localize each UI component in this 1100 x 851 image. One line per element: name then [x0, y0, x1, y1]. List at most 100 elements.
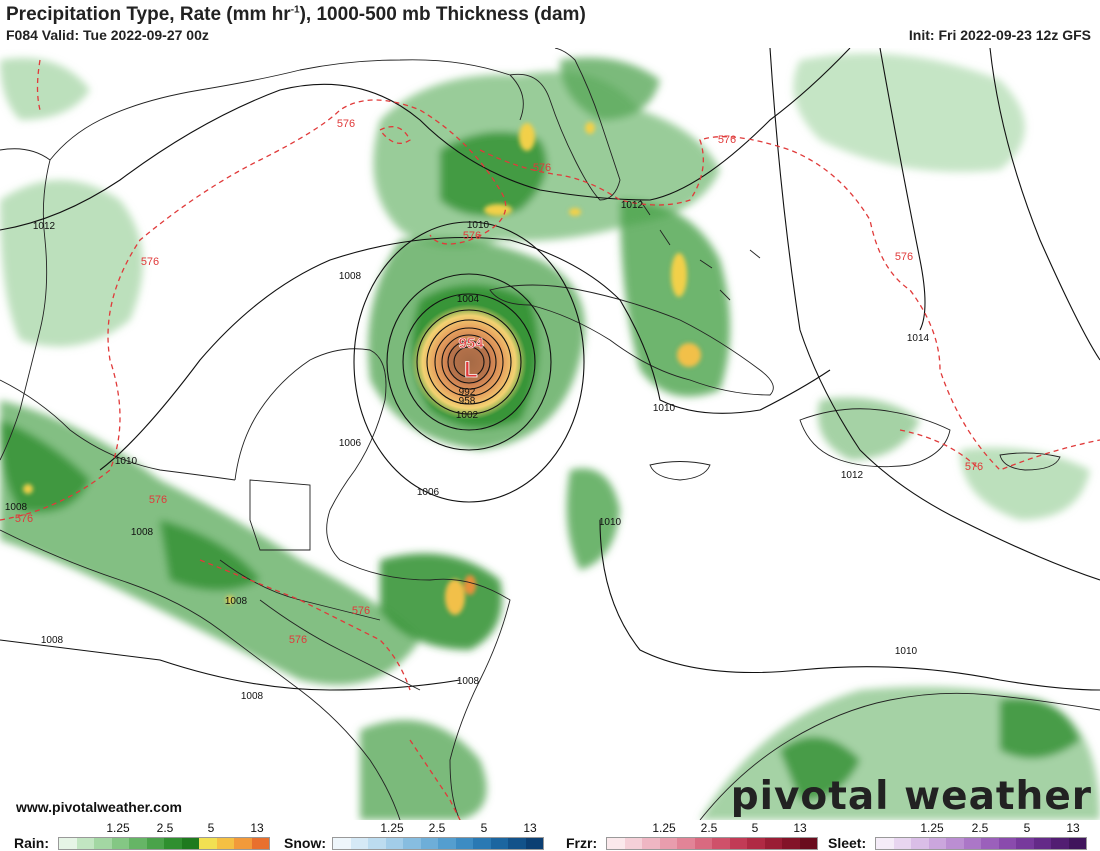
svg-text:1012: 1012	[33, 221, 56, 232]
legend-snow-tick: 13	[523, 821, 537, 835]
hurricane-core	[411, 304, 527, 420]
heavy-rain-cells	[23, 122, 701, 615]
svg-text:992: 992	[459, 387, 476, 398]
svg-text:1010: 1010	[895, 646, 918, 657]
svg-text:1008: 1008	[339, 271, 362, 282]
svg-text:576: 576	[533, 162, 551, 174]
legend-swatch	[251, 838, 269, 849]
thickness-576	[0, 59, 1100, 820]
legend-frzr-tick: 5	[751, 821, 759, 835]
legend-sleet-tick: 13	[1066, 821, 1080, 835]
legend-snow-tick: 1.25	[380, 821, 404, 835]
legend-swatch	[403, 838, 421, 849]
legend-swatch	[946, 838, 964, 849]
weather-map: 1012 1010 1012 1008 1006 1006 1010 1008 …	[0, 48, 1100, 820]
legend-swatch	[368, 838, 386, 849]
coastlines	[0, 48, 1100, 820]
legend-swatch	[129, 838, 147, 849]
legend-swatch	[712, 838, 730, 849]
map-title: Precipitation Type, Rate (mm hr-1), 1000…	[6, 4, 586, 25]
legend-swatch	[747, 838, 765, 849]
svg-text:1008: 1008	[225, 596, 248, 607]
legend-swatch	[799, 838, 817, 849]
legend-frzr-label: Frzr:	[566, 835, 598, 851]
legend-swatch	[181, 838, 199, 849]
init-time: Init: Fri 2022-09-23 12z GFS	[908, 27, 1091, 43]
legend-sleet-tick: 1.25	[920, 821, 944, 835]
legend-swatch	[729, 838, 747, 849]
legend-sleet-bar	[875, 837, 1087, 850]
legend-swatch	[642, 838, 660, 849]
legend-swatch	[508, 838, 526, 849]
legend-swatch	[146, 838, 164, 849]
legend-swatch	[764, 838, 782, 849]
legend-swatch	[333, 838, 351, 849]
svg-text:576: 576	[15, 513, 33, 525]
svg-text:1014: 1014	[907, 333, 930, 344]
legend-swatch	[677, 838, 695, 849]
legend-swatch	[59, 838, 77, 849]
svg-text:1012: 1012	[621, 200, 644, 211]
legend-rain-bar	[58, 837, 270, 850]
map-header: Precipitation Type, Rate (mm hr-1), 1000…	[0, 0, 1100, 50]
svg-text:576: 576	[965, 461, 983, 473]
legend-swatch	[876, 838, 894, 849]
legend-swatch	[1051, 838, 1069, 849]
svg-text:958: 958	[459, 396, 476, 407]
legend-swatch	[216, 838, 234, 849]
legend-swatch	[234, 838, 252, 849]
svg-text:1012: 1012	[841, 470, 864, 481]
legend-swatch	[199, 838, 217, 849]
svg-text:1006: 1006	[417, 487, 440, 498]
svg-text:1010: 1010	[653, 403, 676, 414]
isobars	[0, 48, 1100, 691]
legend-sleet-tick: 2.5	[971, 821, 989, 835]
svg-text:1008: 1008	[41, 635, 64, 646]
legend-rain-tick: 2.5	[156, 821, 174, 835]
legend-frzr-bar	[606, 837, 818, 850]
svg-text:1008: 1008	[131, 527, 154, 538]
legend-rain-label: Rain:	[14, 835, 49, 851]
svg-text:576: 576	[149, 494, 167, 506]
svg-text:576: 576	[463, 230, 481, 242]
svg-text:576: 576	[718, 134, 736, 146]
legend-frzr-tick: 2.5	[700, 821, 718, 835]
legend-swatch	[111, 838, 129, 849]
legend-swatch	[694, 838, 712, 849]
legend-swatch	[607, 838, 625, 849]
svg-text:1008: 1008	[457, 676, 480, 687]
legend-swatch	[164, 838, 182, 849]
svg-text:1004: 1004	[457, 294, 480, 305]
svg-text:1002: 1002	[456, 410, 479, 421]
svg-text:1010: 1010	[115, 456, 138, 467]
legend-swatch	[998, 838, 1016, 849]
legend-swatch	[981, 838, 999, 849]
legend-swatch	[473, 838, 491, 849]
legend-snow-tick: 2.5	[428, 821, 446, 835]
legend-swatch	[76, 838, 94, 849]
legend-swatch	[385, 838, 403, 849]
legend-swatch	[624, 838, 642, 849]
svg-text:576: 576	[289, 634, 307, 646]
brand-logo: pivotal weather	[730, 774, 1092, 819]
svg-text:1006: 1006	[339, 438, 362, 449]
legend-sleet-label: Sleet:	[828, 835, 867, 851]
legend-frzr-tick: 1.25	[652, 821, 676, 835]
valid-time: F084 Valid: Tue 2022-09-27 00z	[6, 27, 209, 43]
legend-swatch	[420, 838, 438, 849]
legend-swatch	[455, 838, 473, 849]
legend-swatch	[490, 838, 508, 849]
legend-frzr-tick: 13	[793, 821, 807, 835]
thickness-labels: 576 576 576 576 576 576 576 576 576 576 …	[15, 118, 983, 646]
legend-swatch	[659, 838, 677, 849]
legend-rain-tick: 1.25	[106, 821, 130, 835]
legend-swatch	[893, 838, 911, 849]
legend-swatch	[782, 838, 800, 849]
legend-swatch	[1016, 838, 1034, 849]
legend-snow-label: Snow:	[284, 835, 326, 851]
precip-legend: Rain: 1.25 2.5 5 13 Snow: 1.25 2.5 5 13 …	[0, 820, 1100, 851]
svg-text:1008: 1008	[241, 691, 264, 702]
legend-snow-bar	[332, 837, 544, 850]
legend-rain-tick: 13	[250, 821, 264, 835]
legend-snow-tick: 5	[480, 821, 488, 835]
